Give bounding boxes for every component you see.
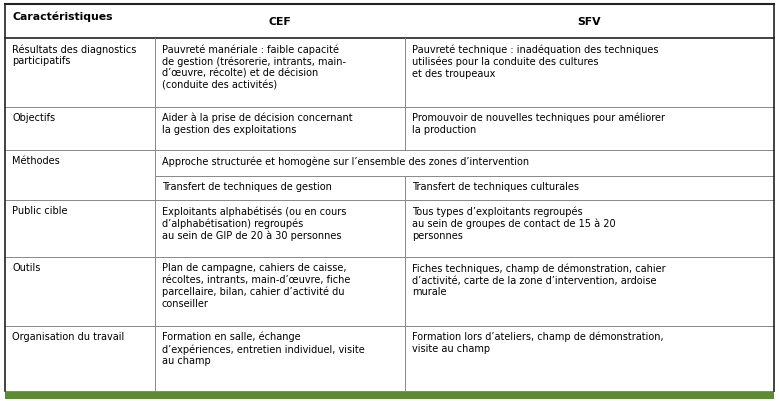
Text: Méthodes: Méthodes xyxy=(12,156,60,166)
Text: Caractéristiques: Caractéristiques xyxy=(12,12,112,22)
Text: SFV: SFV xyxy=(578,17,601,27)
Text: Objectifs: Objectifs xyxy=(12,112,55,122)
Text: CEF: CEF xyxy=(269,17,291,27)
Text: Plan de campagne, cahiers de caisse,
récoltes, intrants, main-d’œuvre, fiche
par: Plan de campagne, cahiers de caisse, réc… xyxy=(162,263,351,308)
Text: Outils: Outils xyxy=(12,263,41,273)
Text: Résultats des diagnostics
participatifs: Résultats des diagnostics participatifs xyxy=(12,44,136,66)
Text: Organisation du travail: Organisation du travail xyxy=(12,331,124,341)
Text: Public cible: Public cible xyxy=(12,206,68,216)
Text: Tous types d’exploitants regroupés
au sein de groupes de contact de 15 à 20
pers: Tous types d’exploitants regroupés au se… xyxy=(412,206,615,240)
Text: Aider à la prise de décision concernant
la gestion des exploitations: Aider à la prise de décision concernant … xyxy=(162,112,353,134)
Bar xyxy=(5,391,774,399)
Text: Transfert de techniques de gestion: Transfert de techniques de gestion xyxy=(162,182,332,192)
Text: Fiches techniques, champ de démonstration, cahier
d’activité, carte de la zone d: Fiches techniques, champ de démonstratio… xyxy=(412,263,665,296)
Text: Transfert de techniques culturales: Transfert de techniques culturales xyxy=(412,182,579,192)
Text: Pauvreté manériale : faible capacité
de gestion (trésorerie, intrants, main-
d’œ: Pauvreté manériale : faible capacité de … xyxy=(162,44,346,90)
Text: Exploitants alphabétisés (ou en cours
d’alphabétisation) regroupés
au sein de GI: Exploitants alphabétisés (ou en cours d’… xyxy=(162,206,347,241)
Text: Pauvreté technique : inadéquation des techniques
utilisées pour la conduite des : Pauvreté technique : inadéquation des te… xyxy=(412,44,658,78)
Text: Formation en salle, échange
d’expériences, entretien individuel, visite
au champ: Formation en salle, échange d’expérience… xyxy=(162,331,365,365)
Text: Promouvoir de nouvelles techniques pour améliorer
la production: Promouvoir de nouvelles techniques pour … xyxy=(412,112,665,134)
Text: Formation lors d’ateliers, champ de démonstration,
visite au champ: Formation lors d’ateliers, champ de démo… xyxy=(412,331,664,353)
Text: Approche structurée et homogène sur l’ensemble des zones d’intervention: Approche structurée et homogène sur l’en… xyxy=(162,156,529,166)
